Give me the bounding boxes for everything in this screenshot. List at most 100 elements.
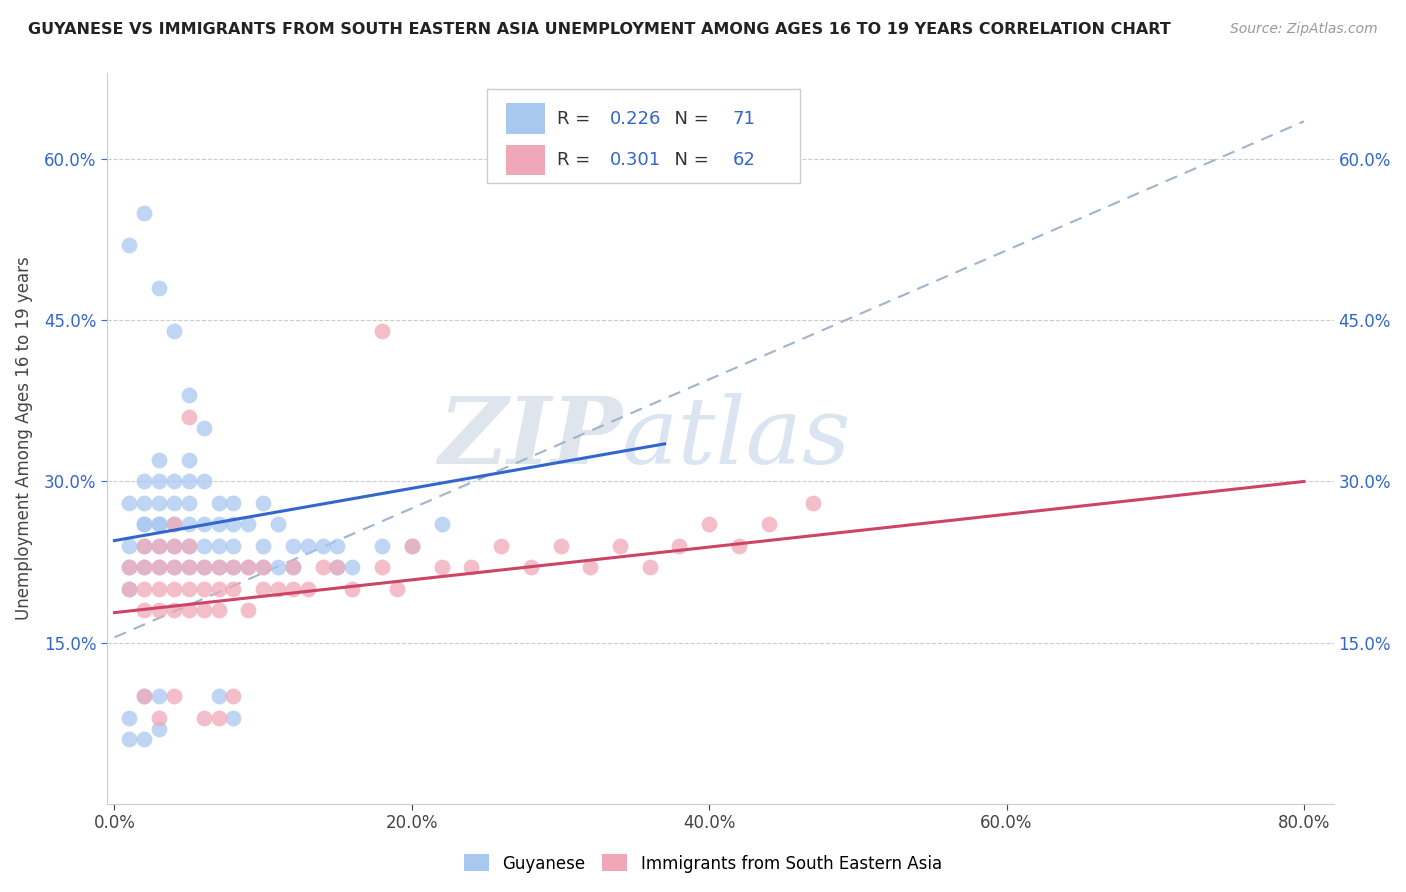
Point (118, 560, 141, 574)
Point (134, 732, 156, 747)
Point (193, 603, 215, 617)
Point (193, 711, 215, 725)
Point (520, 560, 543, 574)
Point (177, 475, 200, 489)
Point (222, 560, 245, 574)
Point (118, 732, 141, 747)
Point (134, 496, 156, 510)
Point (163, 539, 186, 553)
Point (134, 517, 156, 532)
Point (222, 711, 245, 725)
Point (118, 238, 141, 252)
Point (222, 496, 245, 510)
Point (207, 582, 229, 596)
Point (193, 539, 215, 553)
Point (267, 517, 290, 532)
Point (148, 603, 170, 617)
Point (252, 496, 274, 510)
Point (430, 560, 453, 574)
Point (460, 560, 482, 574)
Point (134, 539, 156, 553)
Text: 0.226: 0.226 (610, 110, 661, 128)
FancyBboxPatch shape (488, 89, 800, 183)
Point (148, 539, 170, 553)
Point (207, 517, 229, 532)
Point (326, 539, 349, 553)
Point (177, 560, 200, 574)
Point (252, 560, 274, 574)
Point (163, 539, 186, 553)
Point (163, 690, 186, 704)
Point (177, 560, 200, 574)
Point (668, 539, 690, 553)
Text: N =: N = (662, 151, 714, 169)
Point (238, 560, 260, 574)
Point (163, 603, 186, 617)
Point (134, 690, 156, 704)
Y-axis label: Unemployment Among Ages 16 to 19 years: Unemployment Among Ages 16 to 19 years (15, 257, 32, 620)
Point (238, 560, 260, 574)
FancyBboxPatch shape (506, 103, 546, 134)
Point (281, 560, 304, 574)
Point (193, 517, 215, 532)
Point (163, 560, 186, 574)
Point (207, 711, 229, 725)
Point (134, 690, 156, 704)
Point (697, 517, 720, 532)
Text: R =: R = (557, 151, 596, 169)
Point (148, 475, 170, 489)
Point (728, 539, 751, 553)
Point (193, 421, 215, 435)
Point (207, 603, 229, 617)
Legend: Guyanese, Immigrants from South Eastern Asia: Guyanese, Immigrants from South Eastern … (457, 847, 949, 880)
Point (297, 539, 319, 553)
Text: Source: ZipAtlas.com: Source: ZipAtlas.com (1230, 22, 1378, 37)
Point (371, 560, 394, 574)
Point (238, 603, 260, 617)
Text: atlas: atlas (623, 393, 852, 483)
Point (148, 582, 170, 596)
Point (163, 560, 186, 574)
Point (118, 582, 141, 596)
Point (222, 690, 245, 704)
Point (430, 517, 453, 532)
Point (267, 560, 290, 574)
Point (297, 582, 319, 596)
Point (326, 560, 349, 574)
Point (177, 453, 200, 467)
Point (238, 517, 260, 532)
Point (281, 560, 304, 574)
Point (609, 539, 631, 553)
Point (252, 560, 274, 574)
Point (148, 281, 170, 295)
Point (342, 582, 364, 596)
Point (134, 560, 156, 574)
Point (134, 582, 156, 596)
Point (134, 539, 156, 553)
Point (148, 517, 170, 532)
Point (177, 388, 200, 402)
Point (148, 560, 170, 574)
Point (281, 582, 304, 596)
Point (222, 539, 245, 553)
Point (177, 582, 200, 596)
Point (134, 475, 156, 489)
Point (148, 722, 170, 736)
Point (118, 582, 141, 596)
Point (163, 324, 186, 338)
Text: 62: 62 (733, 151, 755, 169)
Point (118, 711, 141, 725)
Point (177, 517, 200, 532)
Point (148, 517, 170, 532)
Text: 0.301: 0.301 (610, 151, 661, 169)
Point (193, 560, 215, 574)
Point (193, 475, 215, 489)
Point (148, 539, 170, 553)
Point (638, 560, 661, 574)
Point (163, 496, 186, 510)
Text: R =: R = (557, 110, 596, 128)
Point (252, 582, 274, 596)
Point (163, 582, 186, 596)
Text: 71: 71 (733, 110, 755, 128)
Point (281, 539, 304, 553)
